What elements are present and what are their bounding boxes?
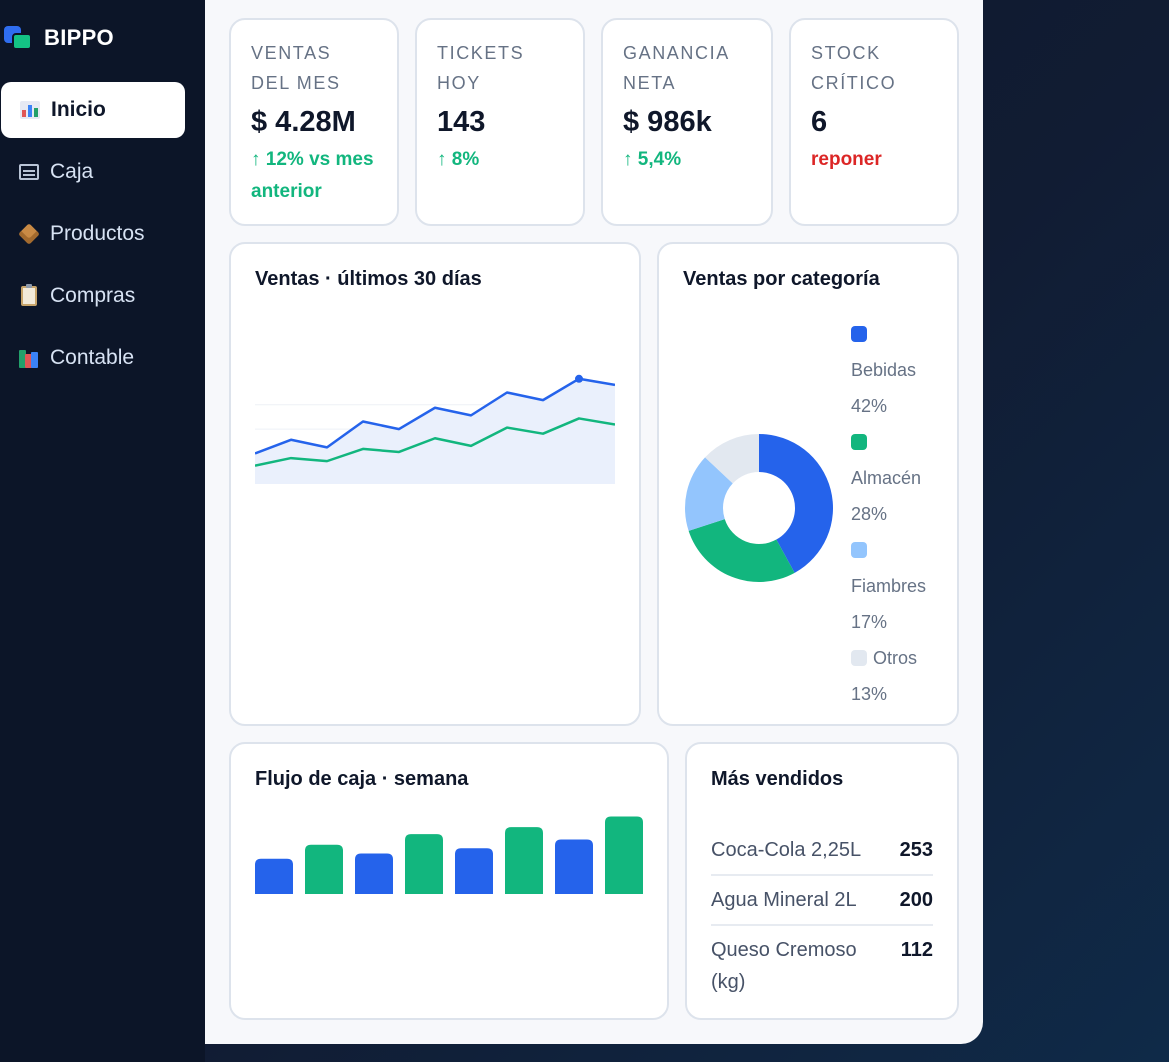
category-chart-card: Ventas por categoría Bebidas 42% Almacén 28… — [657, 242, 959, 726]
legend-entry: Otros 13% — [851, 640, 947, 712]
clipboard-icon — [18, 284, 40, 307]
card-title: Ventas por categoría — [683, 268, 880, 290]
app-name: BIPPO — [44, 25, 114, 50]
sidebar-item-label: Productos — [50, 222, 145, 245]
pie-slice-almacén — [688, 519, 795, 582]
product-qty: 112 — [900, 939, 933, 961]
kpi-card-stock: STOCK CRÍTICO 6 reponer — [789, 18, 959, 226]
cashflow-bar-chart — [255, 816, 643, 894]
list-item[interactable]: Coca-Cola 2,25L 253 — [711, 826, 933, 876]
legend-swatch — [851, 326, 867, 342]
legend-value: 13% — [851, 684, 888, 704]
sidebar-item-label: Inicio — [51, 98, 106, 121]
kpi-label: STOCK CRÍTICO — [811, 43, 897, 93]
legend-label: Fiambres — [851, 576, 927, 596]
legend-label: Almacén — [851, 468, 922, 488]
pie-slice-fiambres — [685, 457, 733, 531]
sidebar-item-label: Contable — [50, 346, 135, 369]
sidebar-item-label: Compras — [50, 284, 136, 307]
kpi-card-tickets: TICKETS HOY 143 ↑ 8% — [415, 18, 585, 226]
product-qty: 200 — [899, 889, 933, 911]
legend-value: 17% — [851, 612, 888, 632]
top-products-list: Coca-Cola 2,25L 253 Agua Mineral 2L 200 … — [711, 826, 933, 1006]
package-icon — [18, 223, 40, 245]
brand[interactable]: BIPPO — [4, 24, 114, 52]
kpi-label: VENTAS DEL MES — [251, 43, 341, 93]
kpi-delta: reponer — [811, 149, 882, 170]
cashflow-chart-card: Flujo de caja · semana — [229, 742, 669, 1020]
bar-3 — [355, 853, 393, 894]
list-item[interactable]: Queso Cremoso (kg) 112 — [711, 926, 933, 1006]
sidebar-item-label: Caja — [50, 160, 94, 183]
sales-chart-card: Ventas · últimos 30 días — [229, 242, 641, 726]
logo-icon — [4, 24, 34, 52]
kpi-label: TICKETS HOY — [437, 43, 525, 93]
series-line-2 — [255, 417, 615, 467]
legend-label: Bebidas — [851, 360, 917, 380]
sales-line-chart — [255, 374, 615, 484]
legend-value: 42% — [851, 396, 888, 416]
pie-slice-bebidas — [759, 434, 833, 573]
list-item[interactable]: Agua Mineral 2L 200 — [711, 876, 933, 926]
sidebar-item-contable[interactable]: Contable — [0, 330, 205, 386]
legend-value: 28% — [851, 504, 888, 524]
series-line-1 — [255, 377, 615, 455]
kpi-value: 143 — [437, 106, 486, 138]
legend-entry: Bebidas 42% — [851, 316, 947, 424]
series-area — [255, 378, 615, 484]
bar-2 — [305, 844, 343, 894]
bar-4 — [405, 834, 443, 894]
chart-legend: Bebidas 42% Almacén 28% Fiambres 17% Otros 13% — [851, 316, 947, 712]
category-donut-chart — [685, 434, 833, 582]
kpi-delta: ↑ 8% — [437, 149, 480, 170]
sidebar-item-productos[interactable]: Productos — [0, 206, 205, 262]
legend-swatch — [851, 542, 867, 558]
kpi-value: $ 986k — [623, 106, 712, 138]
kpi-delta: ↑ 12% vs mes anterior — [251, 149, 374, 202]
bar-8 — [605, 816, 643, 894]
kpi-value: 6 — [811, 106, 828, 138]
kpi-value: $ 4.28M — [251, 106, 356, 138]
product-name: Queso Cremoso (kg) — [711, 939, 857, 993]
sidebar-nav: Inicio Caja Productos Compras Contable — [0, 82, 205, 392]
sidebar-item-caja[interactable]: Caja — [0, 144, 205, 200]
card-title: Más vendidos — [711, 768, 844, 790]
product-name: Coca-Cola 2,25L — [711, 839, 862, 861]
sidebar: BIPPO Inicio Caja Productos Compras Cont… — [0, 0, 205, 1062]
top-products-card: Más vendidos Coca-Cola 2,25L 253 Agua Mi… — [685, 742, 959, 1020]
legend-swatch — [851, 650, 867, 666]
kpi-label: GANANCIA NETA — [623, 43, 729, 93]
legend-entry: Fiambres 17% — [851, 532, 947, 640]
kpi-card-ganancia: GANANCIA NETA $ 986k ↑ 5,4% — [601, 18, 773, 226]
books-icon — [18, 347, 40, 369]
pie-slice-otros — [705, 434, 759, 484]
bar-6 — [505, 827, 543, 894]
chart-bars-icon — [19, 99, 41, 121]
sidebar-item-compras[interactable]: Compras — [0, 268, 205, 324]
bar-5 — [455, 848, 493, 894]
sidebar-item-inicio[interactable]: Inicio — [1, 82, 185, 138]
cart-icon — [18, 161, 40, 183]
product-qty: 253 — [899, 839, 933, 861]
legend-entry: Almacén 28% — [851, 424, 947, 532]
card-title: Flujo de caja · semana — [255, 768, 469, 790]
card-title: Ventas · últimos 30 días — [255, 268, 482, 290]
legend-label: Otros — [873, 648, 918, 668]
bar-7 — [555, 839, 593, 894]
kpi-delta: ↑ 5,4% — [623, 149, 682, 170]
legend-swatch — [851, 434, 867, 450]
product-name: Agua Mineral 2L — [711, 889, 857, 911]
data-point — [575, 374, 583, 383]
kpi-card-ventas-mes: VENTAS DEL MES $ 4.28M ↑ 12% vs mes ante… — [229, 18, 399, 226]
dashboard: VENTAS DEL MES $ 4.28M ↑ 12% vs mes ante… — [205, 0, 983, 1044]
bar-1 — [255, 858, 293, 894]
